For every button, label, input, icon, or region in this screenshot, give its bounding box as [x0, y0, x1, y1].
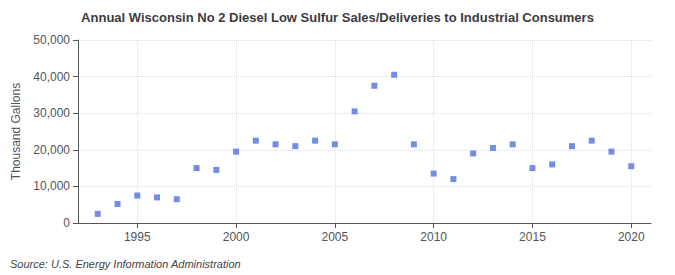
svg-text:50,000: 50,000 [33, 33, 70, 47]
svg-text:2020: 2020 [618, 230, 645, 244]
svg-text:Thousand Gallons: Thousand Gallons [9, 83, 23, 180]
svg-text:30,000: 30,000 [33, 106, 70, 120]
svg-text:1995: 1995 [124, 230, 151, 244]
svg-text:0: 0 [63, 216, 70, 230]
svg-text:2000: 2000 [223, 230, 250, 244]
svg-text:Source: U.S. Energy Informatio: Source: U.S. Energy Information Administ… [10, 258, 241, 270]
svg-text:Annual Wisconsin No 2 Diesel L: Annual Wisconsin No 2 Diesel Low Sulfur … [81, 10, 594, 25]
svg-text:20,000: 20,000 [33, 143, 70, 157]
svg-text:2015: 2015 [519, 230, 546, 244]
svg-text:2010: 2010 [420, 230, 447, 244]
svg-text:40,000: 40,000 [33, 70, 70, 84]
svg-text:10,000: 10,000 [33, 179, 70, 193]
svg-text:2005: 2005 [322, 230, 349, 244]
